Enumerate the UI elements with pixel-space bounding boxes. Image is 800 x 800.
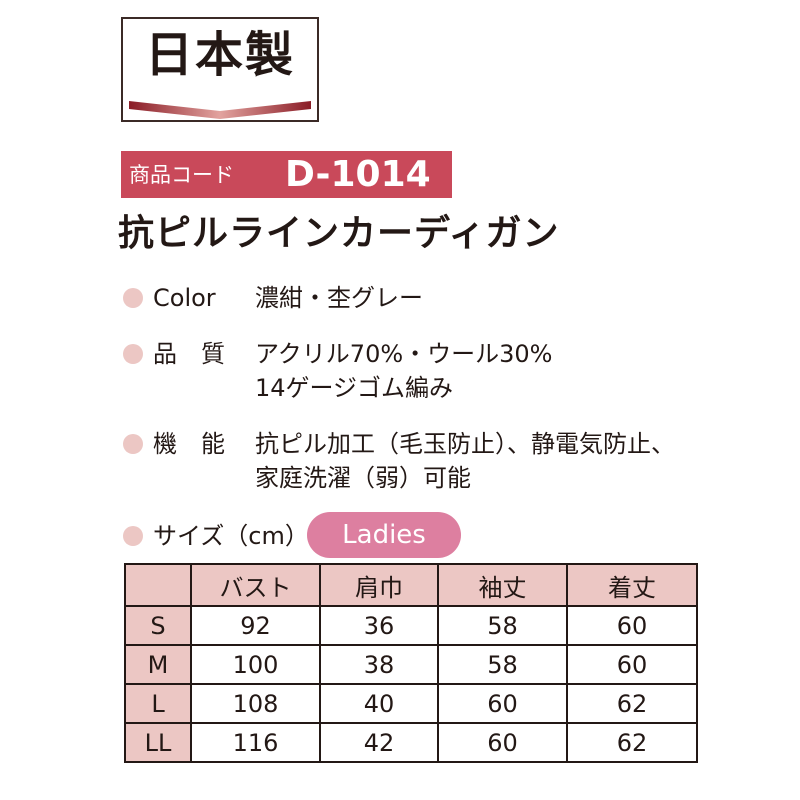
header-cell-corner [124, 563, 192, 607]
value-cell: 58 [437, 605, 568, 646]
value-cell: 60 [437, 683, 568, 724]
value-cell: 60 [437, 722, 568, 763]
product-code-value: D-1014 [285, 154, 431, 195]
product-code-label: 商品コード [129, 163, 234, 187]
value-cell: 62 [566, 683, 698, 724]
header-cell-length: 着丈 [566, 563, 698, 607]
value-cell: 42 [319, 722, 439, 763]
value-cell: 60 [566, 605, 698, 646]
size-label: サイズ（cm） [153, 522, 309, 550]
spec-color-label: Color [153, 284, 216, 312]
size-cell: M [124, 644, 192, 685]
badge-ribbon-graphic [129, 101, 311, 119]
header-cell-shoulder: 肩巾 [319, 563, 439, 607]
table-row: L 108 40 60 62 [124, 683, 698, 724]
product-name: 抗ピルラインカーディガン [118, 213, 560, 254]
table-row: M 100 38 58 60 [124, 644, 698, 685]
product-code-bar: 商品コード D-1014 [121, 151, 452, 198]
value-cell: 62 [566, 722, 698, 763]
spec-function-value-1: 抗ピル加工（毛玉防止）、静電気防止、 [255, 430, 675, 458]
header-cell-bust: バスト [190, 563, 321, 607]
table-row: S 92 36 58 60 [124, 605, 698, 646]
header-cell-sleeve: 袖丈 [437, 563, 568, 607]
size-cell: S [124, 605, 192, 646]
table-row: LL 116 42 60 62 [124, 722, 698, 763]
spec-quality-value-2: 14ゲージゴム編み [255, 374, 454, 402]
bullet-dot-icon [123, 434, 143, 454]
value-cell: 108 [190, 683, 321, 724]
spec-function-label: 機 能 [153, 430, 225, 458]
value-cell: 36 [319, 605, 439, 646]
spec-quality-label: 品 質 [153, 340, 225, 368]
size-table-header-row: バスト 肩巾 袖丈 着丈 [124, 563, 698, 607]
made-in-japan-badge: 日本製 [121, 17, 319, 122]
value-cell: 116 [190, 722, 321, 763]
ladies-badge: Ladies [307, 512, 461, 558]
size-cell: L [124, 683, 192, 724]
value-cell: 40 [319, 683, 439, 724]
bullet-dot-icon [123, 526, 143, 546]
bullet-dot-icon [123, 288, 143, 308]
spec-color-value: 濃紺・杢グレー [255, 284, 423, 312]
value-cell: 92 [190, 605, 321, 646]
spec-quality-value-1: アクリル70%・ウール30% [255, 340, 553, 368]
value-cell: 60 [566, 644, 698, 685]
bullet-dot-icon [123, 344, 143, 364]
badge-text: 日本製 [144, 27, 295, 83]
value-cell: 38 [319, 644, 439, 685]
size-cell: LL [124, 722, 192, 763]
spec-function-value-2: 家庭洗濯（弱）可能 [255, 464, 471, 492]
value-cell: 58 [437, 644, 568, 685]
size-table: バスト 肩巾 袖丈 着丈 S 92 36 58 60 M 100 38 58 6… [124, 563, 698, 763]
value-cell: 100 [190, 644, 321, 685]
